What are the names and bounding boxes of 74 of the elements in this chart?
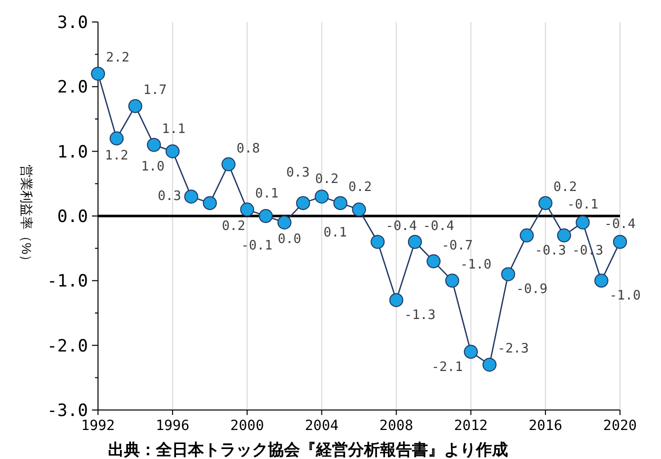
point [482, 358, 496, 372]
y-tick-label: 1.0 [57, 142, 88, 162]
point [445, 274, 460, 288]
point [426, 254, 441, 268]
data-label: 0.8 [236, 141, 260, 156]
point [557, 228, 572, 242]
data-label: 0.1 [255, 186, 279, 202]
y-tick-label: 3.0 [57, 13, 88, 33]
data-label: 1.2 [104, 148, 128, 164]
x-tick-label: 2012 [454, 418, 488, 434]
data-label: 0.2 [222, 219, 246, 234]
data-label: -0.9 [516, 282, 548, 298]
data-label: -1.0 [460, 258, 492, 273]
data-label: -0.4 [386, 218, 418, 234]
x-tick-label: 1992 [81, 418, 115, 434]
data-label: 0.3 [286, 166, 310, 181]
y-axis-title: 営業利益率（%） [19, 164, 34, 268]
point [222, 157, 236, 172]
data-label: 0.2 [348, 180, 372, 196]
data-label: -0.1 [241, 238, 272, 254]
point [408, 234, 422, 249]
point [146, 138, 161, 152]
y-tick-label: -3.0 [47, 401, 88, 421]
y-tick-label: -2.0 [47, 336, 88, 356]
data-label: -2.1 [432, 360, 463, 375]
y-tick-label: 2.0 [57, 78, 88, 98]
point [352, 202, 366, 217]
point [314, 190, 329, 204]
point [110, 131, 124, 146]
data-label: 0.2 [315, 172, 339, 188]
data-label: 2.2 [106, 50, 130, 66]
data-label: -2.3 [498, 342, 529, 357]
x-tick-label: 2004 [304, 418, 339, 434]
data-label: 1.1 [162, 122, 186, 137]
point [594, 274, 608, 288]
point [389, 293, 404, 308]
point [501, 267, 516, 282]
x-tick-label: 2008 [379, 418, 414, 434]
data-label: -0.7 [442, 238, 473, 254]
data-label: 0.1 [324, 226, 347, 241]
point [128, 99, 142, 114]
data-label: 0.2 [553, 180, 577, 196]
point [240, 202, 254, 217]
data-label: -1.3 [404, 308, 436, 324]
y-tick-label: 0.0 [57, 207, 88, 227]
point [184, 190, 198, 204]
data-label: -0.4 [422, 218, 454, 234]
data-label: 1.7 [143, 83, 167, 98]
point [520, 228, 534, 242]
point [91, 66, 105, 81]
x-tick-label: 1996 [156, 418, 190, 434]
y-tick-label: -1.0 [47, 272, 88, 292]
point [464, 344, 478, 359]
data-label: -0.1 [567, 197, 598, 212]
source-note: 出典：全日本トラック協会『経営分析報告書』より作成 [108, 441, 508, 459]
point [576, 215, 590, 230]
x-tick-label: 2016 [528, 418, 562, 434]
point [258, 209, 273, 223]
data-label: -0.4 [604, 216, 636, 232]
point [333, 196, 348, 210]
point [538, 196, 552, 210]
point [370, 234, 385, 249]
point [166, 144, 180, 158]
point [296, 196, 310, 210]
data-label: -0.3 [534, 243, 566, 258]
point [202, 196, 217, 210]
data-label: 0.3 [158, 189, 182, 204]
point [277, 215, 292, 230]
data-label: -1.0 [609, 288, 641, 304]
data-label: 0.0 [278, 232, 302, 247]
data-label: 1.0 [141, 159, 165, 174]
x-tick-label: 2020 [603, 418, 637, 434]
point [613, 234, 627, 249]
x-tick-label: 2000 [230, 418, 264, 434]
